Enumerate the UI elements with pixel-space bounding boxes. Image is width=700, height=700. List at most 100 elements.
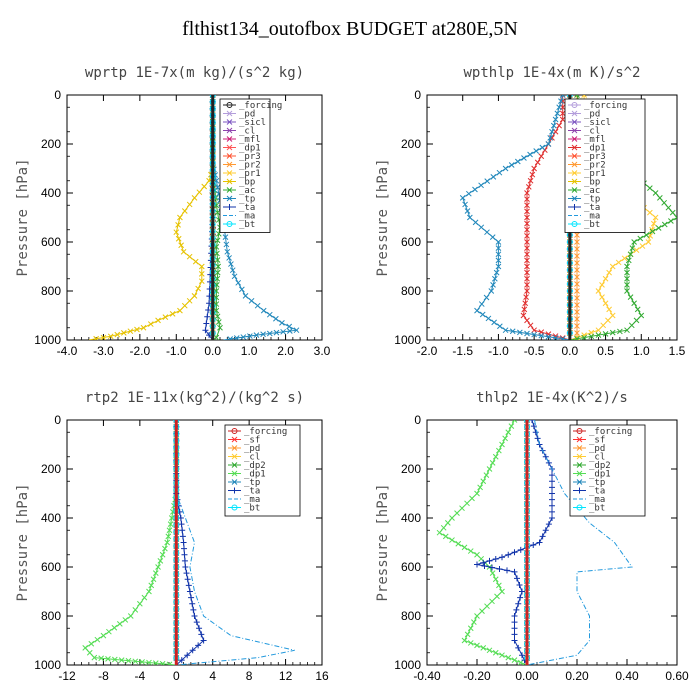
legend-marker [231, 470, 238, 477]
legend-marker [226, 170, 233, 176]
series-marker-ta [181, 557, 188, 564]
legend-entry: _ma [239, 212, 255, 222]
series-marker-tp [479, 311, 486, 318]
series-marker-dp1 [524, 257, 530, 264]
series-marker-dp1 [132, 607, 139, 613]
series-marker-ta [193, 619, 200, 626]
series-marker-ac [638, 312, 645, 319]
legend-entry: _bt [239, 220, 255, 230]
x-tick-label: -1.0 [166, 344, 187, 358]
series-marker-ac [624, 263, 630, 270]
legend-entry: _bp [239, 178, 255, 188]
series-marker-dp1 [525, 184, 532, 190]
series-marker-bp [120, 330, 127, 336]
x-tick-label: -1.5 [452, 344, 473, 358]
legend-marker [571, 221, 578, 227]
series-marker-tp [247, 333, 253, 339]
series-marker-bp [181, 208, 188, 214]
series-marker-pr2 [574, 260, 580, 266]
legend-entry: _pd [244, 444, 260, 454]
series-marker-bp [173, 229, 180, 236]
legend-marker [226, 195, 233, 202]
series-marker-ta [515, 644, 522, 651]
series-marker-dp1 [159, 660, 166, 665]
panel-title: thlp2 1E-4x(K^2)/s [476, 390, 628, 406]
series-marker-ta [204, 313, 211, 320]
series-marker-pr1 [599, 294, 605, 300]
series-marker-dp1 [454, 510, 460, 516]
series-marker-dp1 [524, 208, 530, 215]
series-marker-dp1 [492, 453, 499, 460]
series-marker-dp1 [524, 282, 530, 288]
series-marker-bp [114, 331, 121, 338]
legend-entry: _dp2 [244, 461, 266, 471]
series-marker-tp [273, 315, 279, 322]
series-marker-bp [175, 235, 182, 242]
series-marker-tp [260, 331, 266, 338]
series-marker-pr2 [574, 302, 580, 308]
series-marker-dp1 [524, 202, 530, 209]
legend-marker [231, 487, 238, 494]
x-tick-label: 12 [279, 669, 293, 683]
series-marker-dp1 [474, 490, 480, 497]
panel-title: wpthlp 1E-4x(m K)/s^2 [463, 65, 640, 81]
legend-entry: _forcing [584, 101, 627, 111]
series-line-ma [175, 420, 295, 665]
series-marker-ta [181, 545, 188, 552]
series-marker-bp [177, 214, 183, 221]
series-marker-dp1 [139, 659, 145, 665]
legend-marker [231, 462, 238, 468]
series-marker-ac [581, 334, 587, 340]
series-marker-dp1 [474, 642, 480, 649]
series-marker-ta [513, 606, 520, 613]
series-marker-bp [181, 302, 188, 309]
series-marker-dp1 [502, 435, 508, 442]
series-marker-ta [505, 551, 512, 558]
series-marker-dp1 [527, 177, 534, 184]
legend-entry: _ac [584, 186, 600, 196]
series-marker-ta [529, 420, 535, 423]
series-marker-dp1 [91, 654, 98, 661]
series-marker-bp [169, 311, 176, 317]
series-marker-dp1 [146, 588, 152, 595]
legend-entry: _pr1 [239, 169, 261, 179]
series-marker-tp [495, 257, 502, 264]
series-marker-dp1 [150, 576, 157, 583]
series-marker-bp [162, 314, 169, 320]
series-marker-ta [517, 546, 524, 553]
series-marker-bp [196, 189, 203, 196]
series-marker-ta [184, 576, 191, 583]
series-marker-pr2 [574, 330, 580, 336]
series-marker-tp [472, 219, 479, 226]
series-marker-ac [214, 209, 221, 216]
x-tick-label: 0.40 [615, 669, 639, 683]
legend-entry: _cl [244, 453, 260, 463]
series-marker-dp1 [455, 540, 462, 547]
legend-entry: _pr3 [239, 152, 261, 162]
series-marker-tp [490, 282, 496, 288]
y-axis-label: Pressure [hPa] [375, 483, 391, 601]
series-marker-tp [558, 98, 564, 104]
legend-entry: _pd [584, 110, 600, 120]
y-tick-label: 200 [41, 137, 61, 151]
legend-marker [571, 170, 578, 176]
series-marker-tp [495, 251, 502, 258]
legend-entry: _cl [239, 127, 255, 137]
legend-entry: _tp [239, 195, 255, 205]
series-marker-dp1 [105, 656, 111, 662]
series-marker-tp [273, 329, 280, 336]
series-marker-ac [655, 225, 662, 231]
legend-marker [576, 453, 583, 460]
series-marker-ta [542, 453, 549, 460]
series-marker-tp [472, 186, 478, 193]
series-marker-bp [147, 321, 154, 327]
series-marker-tp [492, 275, 498, 282]
series-marker-ta [188, 594, 195, 601]
series-marker-bp [191, 293, 198, 299]
legend-marker [571, 187, 578, 193]
series-marker-ta [515, 600, 522, 607]
series-marker-tp [550, 122, 557, 129]
y-tick-label: 800 [401, 609, 421, 623]
series-marker-ac [647, 185, 653, 191]
y-tick-label: 0 [414, 88, 421, 102]
